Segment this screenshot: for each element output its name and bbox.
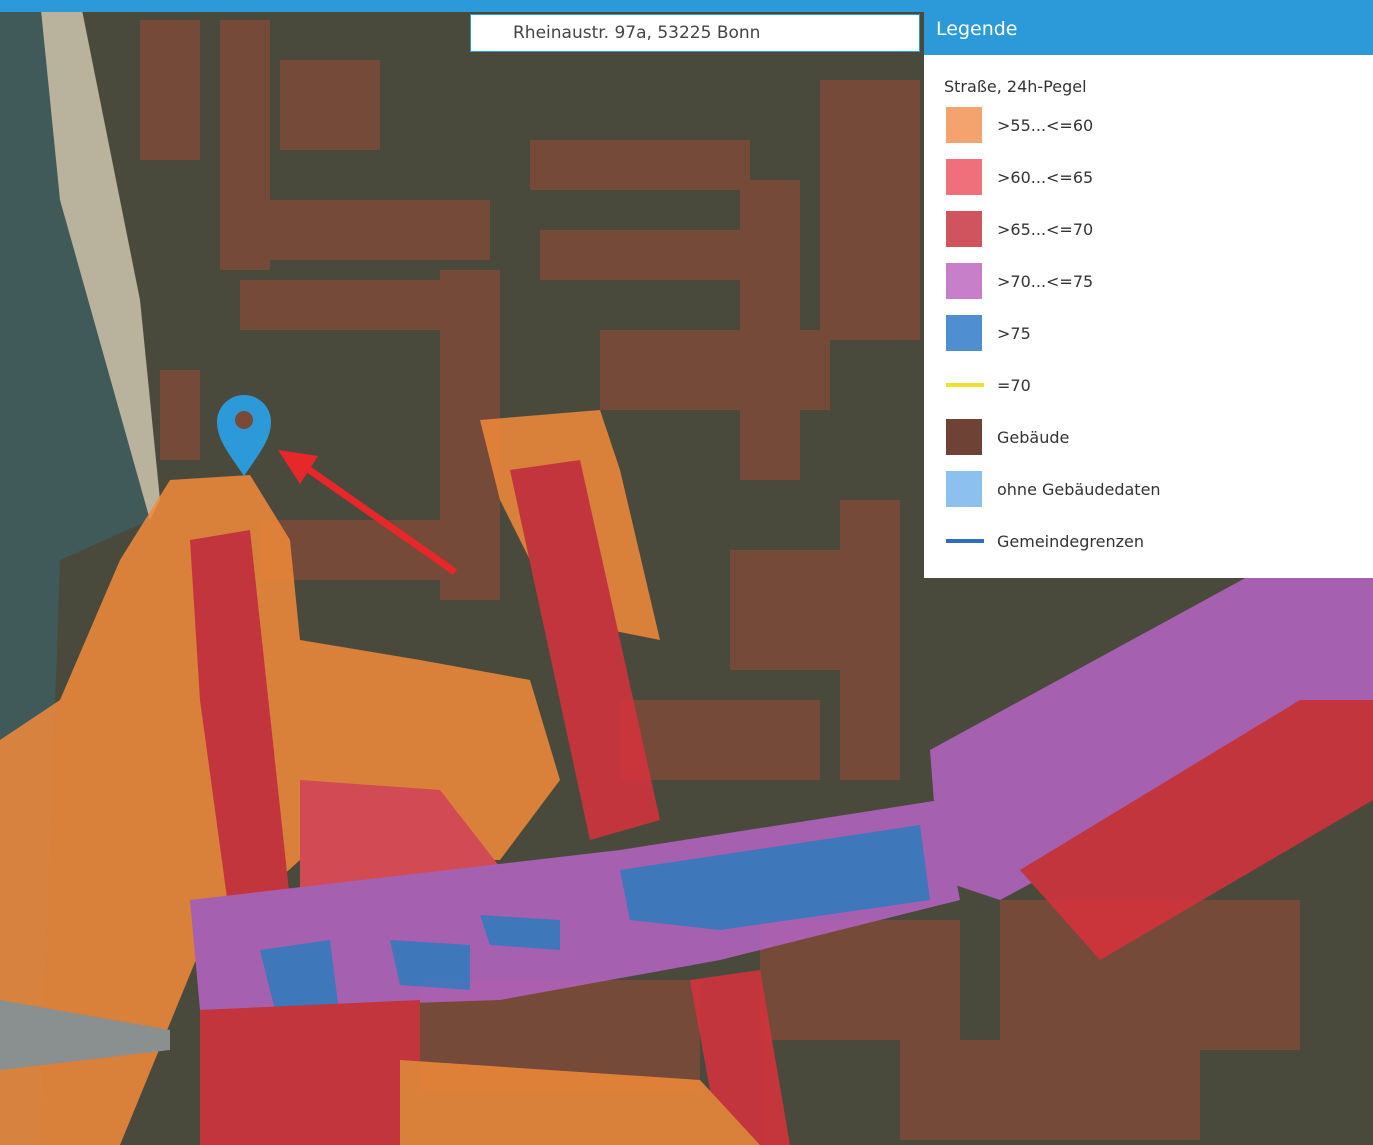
legend-swatch xyxy=(946,159,982,195)
legend: Legende Straße, 24h-Pegel >55...<=60 >60.… xyxy=(924,0,1373,578)
legend-label: >75 xyxy=(997,323,1031,343)
search-box[interactable]: Rheinaustr. 97a, 53225 Bonn xyxy=(470,14,920,52)
legend-item: =70 xyxy=(946,367,1031,403)
legend-item: >55...<=60 xyxy=(946,107,1093,143)
legend-label: >55...<=60 xyxy=(997,115,1094,135)
legend-item: Gemeindegrenzen xyxy=(946,523,1144,559)
legend-item: >60...<=65 xyxy=(946,159,1093,195)
legend-item: >70...<=75 xyxy=(946,263,1093,299)
legend-item: Gebäude xyxy=(946,419,1069,455)
legend-swatch xyxy=(946,211,982,247)
legend-label: >65...<=70 xyxy=(997,219,1094,239)
legend-section: Straße, 24h-Pegel xyxy=(944,77,1087,96)
legend-swatch xyxy=(946,107,982,143)
legend-item: >65...<=70 xyxy=(946,211,1093,247)
legend-label: Gemeindegrenzen xyxy=(997,531,1145,551)
legend-label: ohne Gebäudedaten xyxy=(997,479,1161,499)
legend-label: =70 xyxy=(997,375,1031,395)
legend-label: >70...<=75 xyxy=(997,271,1094,291)
legend-item: ohne Gebäudedaten xyxy=(946,471,1161,507)
legend-swatch xyxy=(946,471,982,507)
legend-label: Gebäude xyxy=(997,427,1070,447)
legend-title: Legende xyxy=(924,0,1373,55)
legend-label: >60...<=65 xyxy=(997,167,1094,187)
legend-swatch xyxy=(946,315,982,351)
legend-swatch xyxy=(946,419,982,455)
legend-swatch xyxy=(946,383,984,387)
legend-swatch xyxy=(946,263,982,299)
legend-item: >75 xyxy=(946,315,1031,351)
legend-swatch xyxy=(946,539,984,543)
